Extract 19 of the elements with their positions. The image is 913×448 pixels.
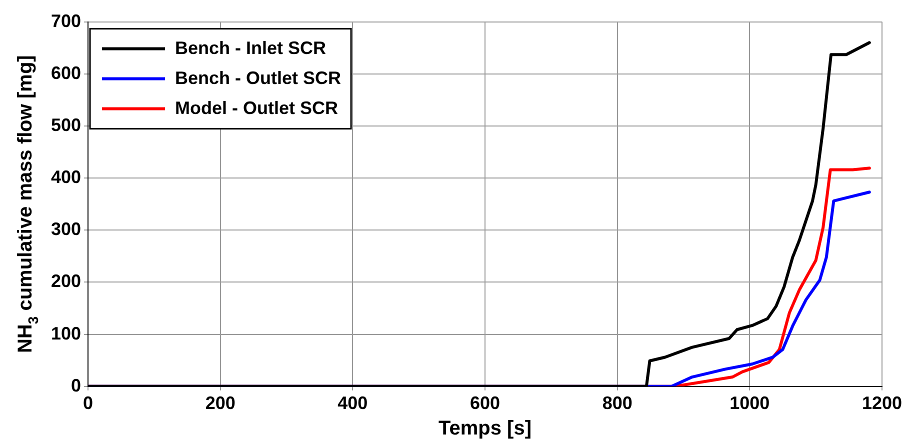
x-tick-label: 400	[338, 393, 368, 414]
y-tick-label: 200	[50, 271, 82, 292]
legend-label: Bench - Inlet SCR	[175, 38, 326, 58]
x-axis-title: Temps [s]	[438, 418, 532, 440]
y-tick-label: 100	[50, 323, 82, 344]
legend-label: Model - Outlet SCR	[175, 98, 338, 118]
y-tick-label: 700	[50, 10, 82, 31]
x-tick-label: 800	[602, 393, 632, 414]
y-axis-title: NH3 cumulative mass flow [mg]	[14, 55, 41, 354]
legend-label: Bench - Outlet SCR	[175, 68, 342, 88]
y-tick-label: 500	[50, 114, 82, 135]
x-tick-label: 1000	[730, 393, 770, 414]
x-tick-label: 600	[470, 393, 500, 414]
x-tick-label: 1200	[862, 393, 902, 414]
y-tick-label: 0	[71, 375, 82, 396]
y-tick-label: 400	[50, 167, 82, 188]
y-tick-label: 300	[50, 219, 82, 240]
y-tick-label: 600	[50, 62, 82, 83]
x-tick-label: 200	[205, 393, 236, 414]
